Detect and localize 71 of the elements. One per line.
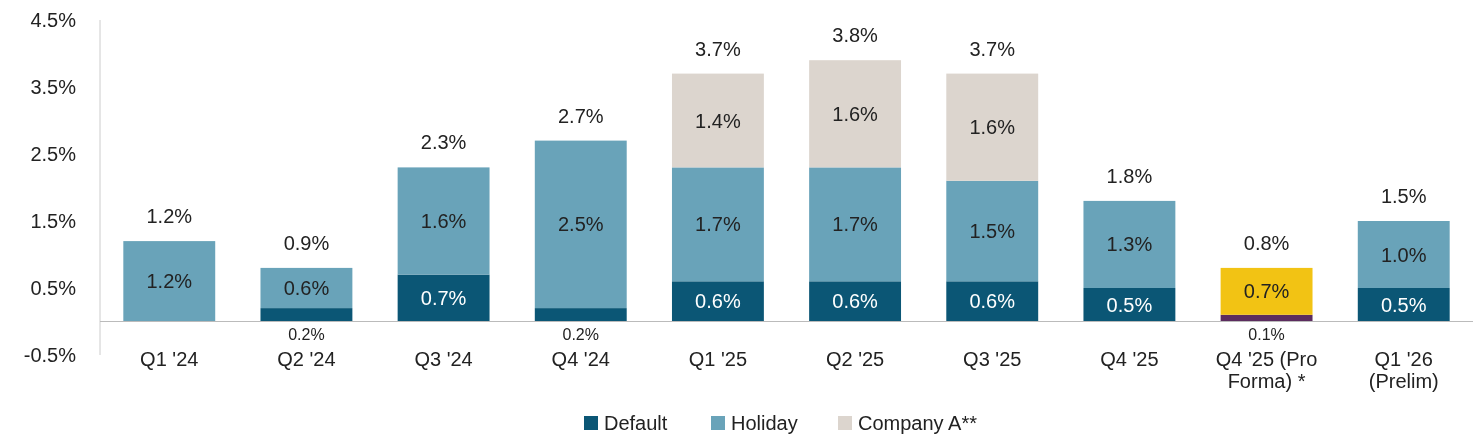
data-label: 0.1%: [1248, 326, 1285, 344]
total-label: 3.8%: [832, 24, 879, 47]
x-tick-label: Q4 '25: [1100, 347, 1159, 370]
bar: [946, 180, 1039, 282]
y-tick-label: 3.5%: [30, 76, 77, 98]
x-tick-label: Q1 '24: [140, 347, 199, 370]
bar: [671, 73, 764, 168]
total-label: 2.7%: [557, 104, 604, 127]
bar: [260, 308, 353, 322]
bar: [1220, 267, 1313, 315]
y-tick-label: -0.5%: [23, 344, 77, 366]
legend-label: Company A**: [858, 412, 978, 434]
x-tick-label: Q3 '25: [963, 347, 1022, 370]
bar: [534, 308, 627, 322]
total-label: 1.8%: [1106, 164, 1153, 187]
bar: [946, 281, 1039, 322]
bar: [671, 167, 764, 282]
total-label: 0.8%: [1243, 231, 1290, 254]
bar: [946, 73, 1039, 181]
total-label: 1.5%: [1380, 185, 1427, 207]
y-tick-label: 1.5%: [30, 210, 77, 232]
legend-label: Default: [604, 412, 668, 434]
y-tick-label: 2.5%: [30, 143, 77, 165]
y-tick-label: 4.5%: [30, 9, 77, 31]
data-label: 1.3%: [1106, 233, 1153, 256]
data-label: 0.2%: [288, 326, 325, 344]
bar: [671, 281, 764, 322]
data-label: 1.6%: [420, 210, 467, 232]
x-tick-label: Q3 '24: [414, 347, 473, 370]
data-label: 0.2%: [562, 326, 599, 344]
data-label: 0.6%: [832, 290, 879, 313]
x-tick-label: Q1 '26 (Prelim): [1368, 347, 1439, 392]
bar: [123, 241, 216, 322]
data-label: 1.5%: [969, 220, 1016, 243]
bar: [809, 281, 902, 322]
legend-label: Holiday: [731, 412, 798, 434]
data-label: 1.7%: [832, 213, 879, 236]
data-label: 1.6%: [969, 116, 1016, 139]
data-label: 0.7%: [1243, 280, 1290, 303]
total-label: 0.9%: [283, 231, 330, 254]
bar: [1357, 221, 1450, 288]
data-label: 1.6%: [832, 102, 879, 125]
data-label: 0.7%: [420, 287, 467, 310]
total-label: 2.3%: [420, 131, 467, 154]
bar: [534, 140, 627, 309]
data-label: 0.5%: [1380, 293, 1427, 316]
data-label: 0.6%: [283, 277, 330, 299]
data-label: 1.7%: [695, 213, 741, 236]
x-tick-label: Q1 '25: [688, 347, 748, 370]
data-label: 1.0%: [1380, 243, 1427, 266]
x-tick-label: Q2 '24: [277, 347, 336, 370]
total-label: 1.2%: [146, 205, 193, 228]
data-label: 1.2%: [146, 270, 193, 293]
total-label: 3.7%: [969, 37, 1016, 60]
data-label: 2.5%: [557, 213, 604, 236]
bar: [1083, 200, 1176, 288]
bar: [809, 60, 902, 168]
bar: [260, 267, 353, 309]
x-tick-label: Q4 '24: [551, 347, 610, 370]
bar: [397, 167, 490, 275]
data-label: 0.6%: [695, 290, 741, 313]
x-tick-label: Q2 '25: [825, 347, 885, 370]
data-label: 0.6%: [969, 290, 1016, 313]
y-tick-label: 0.5%: [30, 277, 77, 299]
data-label: 1.4%: [695, 109, 741, 132]
bar: [809, 167, 902, 282]
x-tick-label: Q4 '25 (Pro Forma) *: [1215, 347, 1318, 392]
bar: [1220, 314, 1313, 322]
bar: [397, 274, 490, 322]
data-label: 0.5%: [1106, 293, 1153, 316]
total-label: 3.7%: [695, 37, 741, 60]
